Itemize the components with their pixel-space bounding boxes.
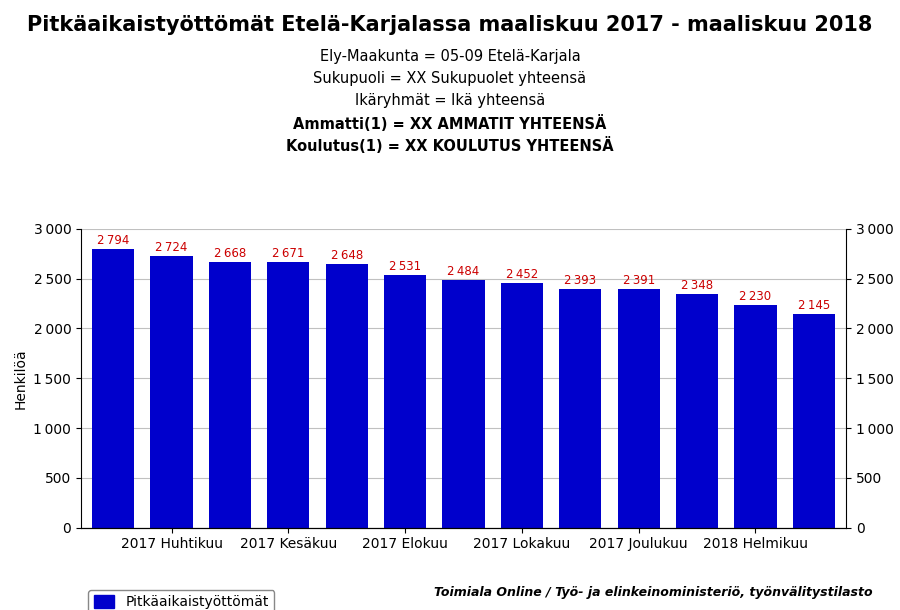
Text: 2 145: 2 145	[797, 299, 830, 312]
Text: 2 671: 2 671	[272, 246, 304, 259]
Bar	[617, 289, 660, 528]
Bar	[734, 306, 777, 528]
Bar	[443, 280, 484, 528]
Text: 2 391: 2 391	[623, 274, 655, 287]
Text: 2 531: 2 531	[389, 260, 421, 273]
Text: 2 668: 2 668	[214, 247, 246, 260]
Text: Koulutus(1) = XX KOULUTUS YHTEENSÄ: Koulutus(1) = XX KOULUTUS YHTEENSÄ	[286, 137, 614, 154]
Y-axis label: Henkilöä: Henkilöä	[14, 348, 28, 409]
Text: 2 393: 2 393	[564, 274, 597, 287]
Bar	[326, 264, 368, 528]
Text: Sukupuoli = XX Sukupuolet yhteensä: Sukupuoli = XX Sukupuolet yhteensä	[313, 71, 587, 86]
Text: 2 348: 2 348	[681, 279, 713, 292]
Text: Ammatti(1) = XX AMMATIT YHTEENSÄ: Ammatti(1) = XX AMMATIT YHTEENSÄ	[293, 115, 607, 132]
Text: Toimiala Online / Työ- ja elinkeinoministeriö, työnvälitystilasto: Toimiala Online / Työ- ja elinkeinominis…	[435, 586, 873, 599]
Bar	[267, 262, 310, 528]
Text: Ikäryhmät = Ikä yhteensä: Ikäryhmät = Ikä yhteensä	[355, 93, 545, 108]
Text: 2 724: 2 724	[156, 242, 188, 254]
Text: 2 484: 2 484	[447, 265, 480, 278]
Text: 2 794: 2 794	[97, 234, 130, 247]
Bar	[92, 249, 134, 528]
Bar	[676, 293, 718, 528]
Text: Pitkäaikaistyöttömät Etelä-Karjalassa maaliskuu 2017 - maaliskuu 2018: Pitkäaikaistyöttömät Etelä-Karjalassa ma…	[27, 15, 873, 35]
Bar	[793, 314, 835, 528]
Text: 2 230: 2 230	[740, 290, 771, 304]
Bar	[150, 256, 193, 528]
Bar	[209, 262, 251, 528]
Bar	[384, 276, 426, 528]
Text: 2 648: 2 648	[330, 249, 363, 262]
Bar	[559, 289, 601, 528]
Text: 2 452: 2 452	[506, 268, 538, 281]
Legend: Pitkäaikaistyöttömät: Pitkäaikaistyöttömät	[88, 590, 274, 610]
Text: Ely-Maakunta = 05-09 Etelä-Karjala: Ely-Maakunta = 05-09 Etelä-Karjala	[320, 49, 580, 64]
Bar	[501, 284, 543, 528]
